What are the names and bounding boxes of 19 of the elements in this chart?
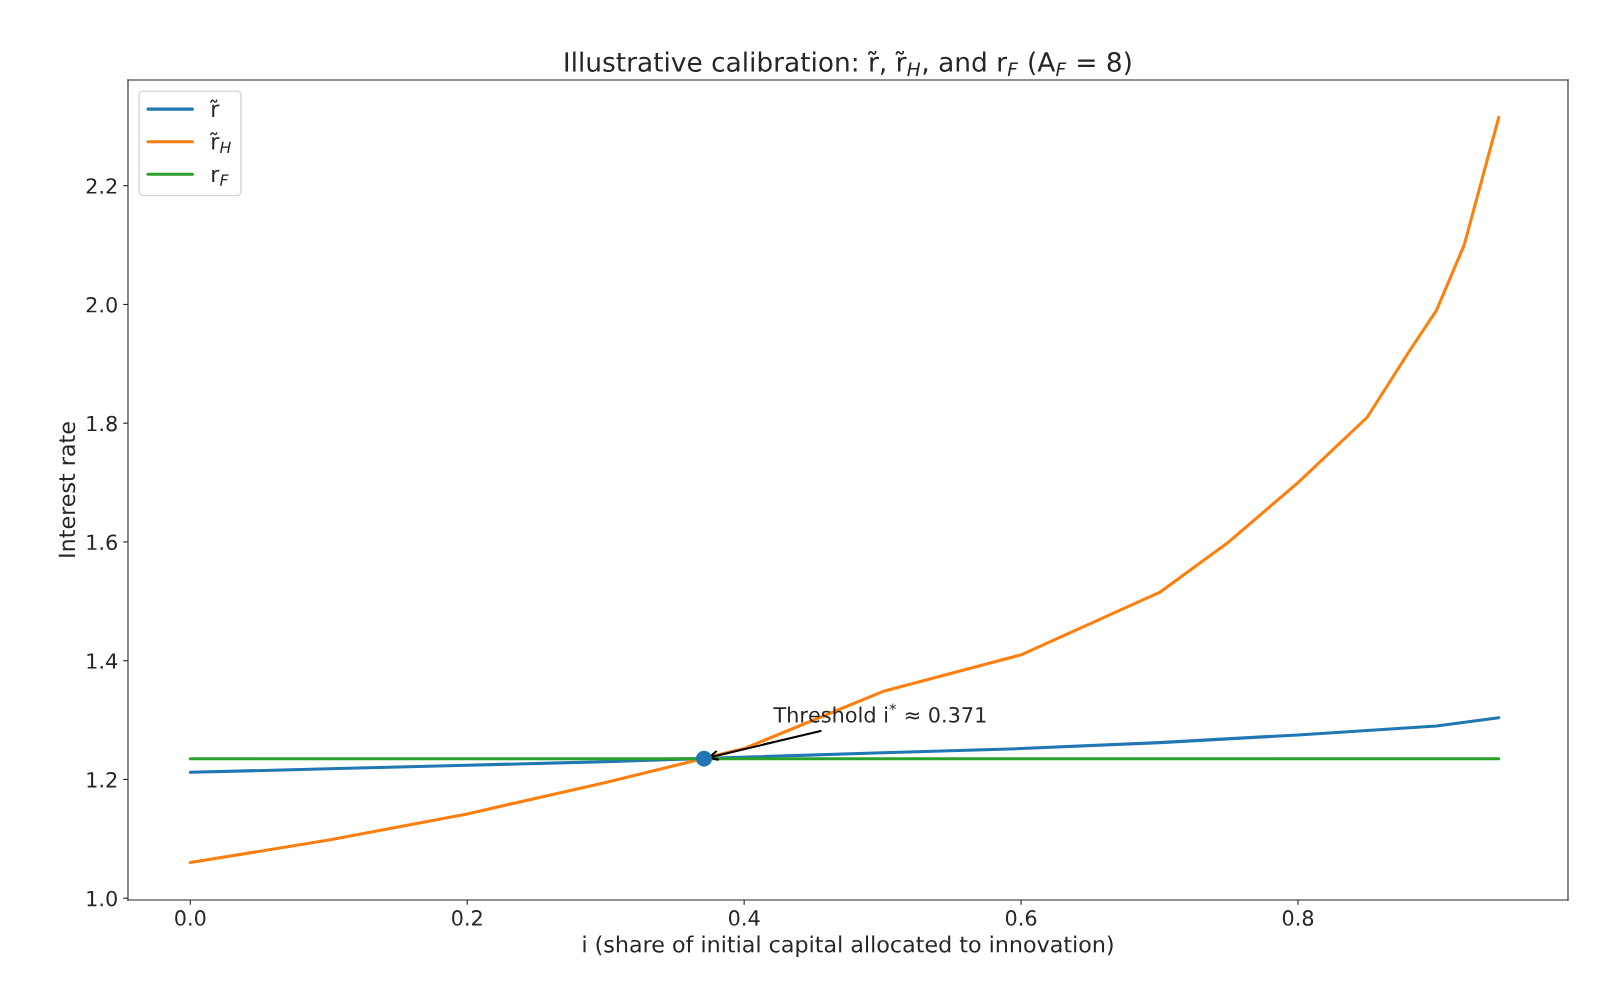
legend-label: r̃ <box>210 99 220 117</box>
x-tick-label: 0.4 <box>728 910 760 926</box>
y-tick-label: 1.6 <box>87 534 117 551</box>
y-tick-label: 1.2 <box>87 771 117 788</box>
chart-title: Illustrative calibration: r̃, r̃$_{H}$, and r$_{F}$ (A$_{F}$ = 8) <box>565 51 1131 76</box>
y-tick-label: 2.0 <box>86 296 117 313</box>
x-tick-label: 0.6 <box>1005 910 1037 926</box>
legend-label: r̃$_{H}$ <box>210 132 231 154</box>
y-tick-label: 1.8 <box>87 415 117 432</box>
y-tick-label: 1.4 <box>87 653 118 669</box>
y-axis-title: Interest rate <box>58 422 76 557</box>
x-tick-label: 0.2 <box>452 910 482 926</box>
line-series <box>188 115 1501 865</box>
x-tick-label: 0.8 <box>1282 910 1314 926</box>
x-axis-title: i (share of initial capital allocated to innovation) <box>583 935 1113 957</box>
y-tick-label: 2.2 <box>86 178 117 194</box>
y-tick-label: 1.0 <box>87 890 117 907</box>
legend-label: r$_{F}$ <box>212 169 229 186</box>
x-tick-label: 0.0 <box>175 910 206 926</box>
